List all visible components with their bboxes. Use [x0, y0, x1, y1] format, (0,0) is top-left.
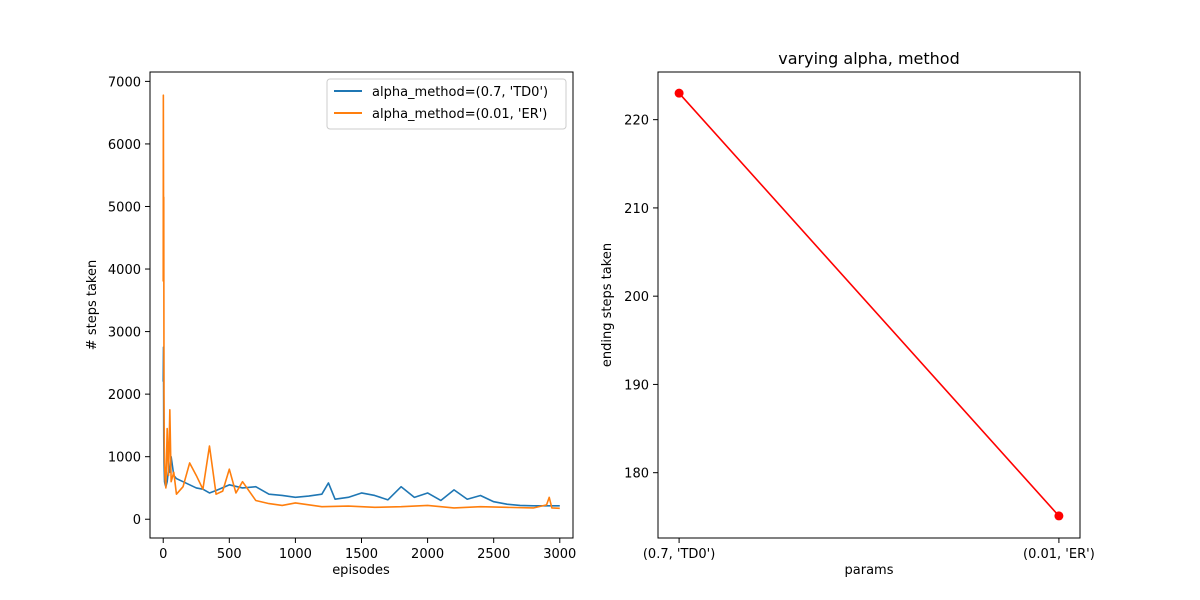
left-x-tick-label: 0	[159, 547, 167, 562]
right-y-tick-label: 180	[624, 467, 649, 482]
left-chart: 0 500 1000 1500 2000 2500 3000 0 1000 2000 3000 40…	[85, 71, 576, 578]
left-y-tick-label: 7000	[108, 75, 141, 90]
left-y-tick-label: 3000	[108, 326, 141, 341]
left-x-axis-label: episodes	[332, 563, 390, 578]
left-x-tick-label: 1000	[279, 547, 312, 562]
right-y-tick-label: 200	[624, 290, 649, 305]
right-y-axis-label: ending steps taken	[600, 243, 615, 367]
right-x-ticks: (0.7, 'TD0') (0.01, 'ER')	[643, 538, 1095, 562]
right-data-point	[674, 88, 684, 98]
left-x-tick-label: 2500	[477, 547, 510, 562]
left-x-tick-label: 3000	[543, 547, 576, 562]
left-y-tick-label: 4000	[108, 263, 141, 278]
left-x-tick-label: 2000	[411, 547, 444, 562]
left-y-tick-label: 0	[133, 513, 141, 528]
left-legend: alpha_method=(0.7, 'TD0') alpha_method=(…	[326, 78, 567, 130]
right-x-tick-label: (0.7, 'TD0')	[643, 547, 715, 562]
right-plot-frame	[657, 71, 1081, 539]
right-series-layer	[674, 88, 1064, 521]
legend-label-er: alpha_method=(0.01, 'ER')	[372, 107, 547, 122]
right-y-tick-label: 210	[624, 202, 649, 217]
legend-label-td0: alpha_method=(0.7, 'TD0')	[372, 85, 548, 100]
left-y-tick-label: 1000	[108, 451, 141, 466]
left-series-line-1	[162, 94, 560, 510]
right-y-tick-label: 220	[624, 114, 649, 129]
left-x-ticks: 0 500 1000 1500 2000 2500 3000	[159, 538, 576, 562]
left-series-layer	[162, 94, 560, 510]
legend-box	[326, 78, 567, 130]
right-y-tick-label: 190	[624, 378, 649, 393]
right-x-tick-label: (0.01, 'ER')	[1023, 547, 1095, 562]
left-y-tick-label: 2000	[108, 388, 141, 403]
right-y-ticks: 180 190 200 210 220	[624, 114, 658, 482]
right-chart-title: varying alpha, method	[778, 49, 959, 68]
right-chart: varying alpha, method (0.7, 'TD0') (0.01,…	[600, 49, 1095, 578]
right-data-point	[1054, 511, 1064, 521]
left-y-tick-label: 6000	[108, 138, 141, 153]
left-x-tick-label: 500	[217, 547, 242, 562]
left-y-ticks: 0 1000 2000 3000 4000 5000 6000 7000	[108, 75, 150, 528]
right-series-line-0	[678, 92, 1060, 517]
left-x-tick-label: 1500	[345, 547, 378, 562]
left-y-tick-label: 5000	[108, 200, 141, 215]
left-y-axis-label: # steps taken	[85, 260, 100, 350]
right-x-axis-label: params	[845, 563, 894, 578]
